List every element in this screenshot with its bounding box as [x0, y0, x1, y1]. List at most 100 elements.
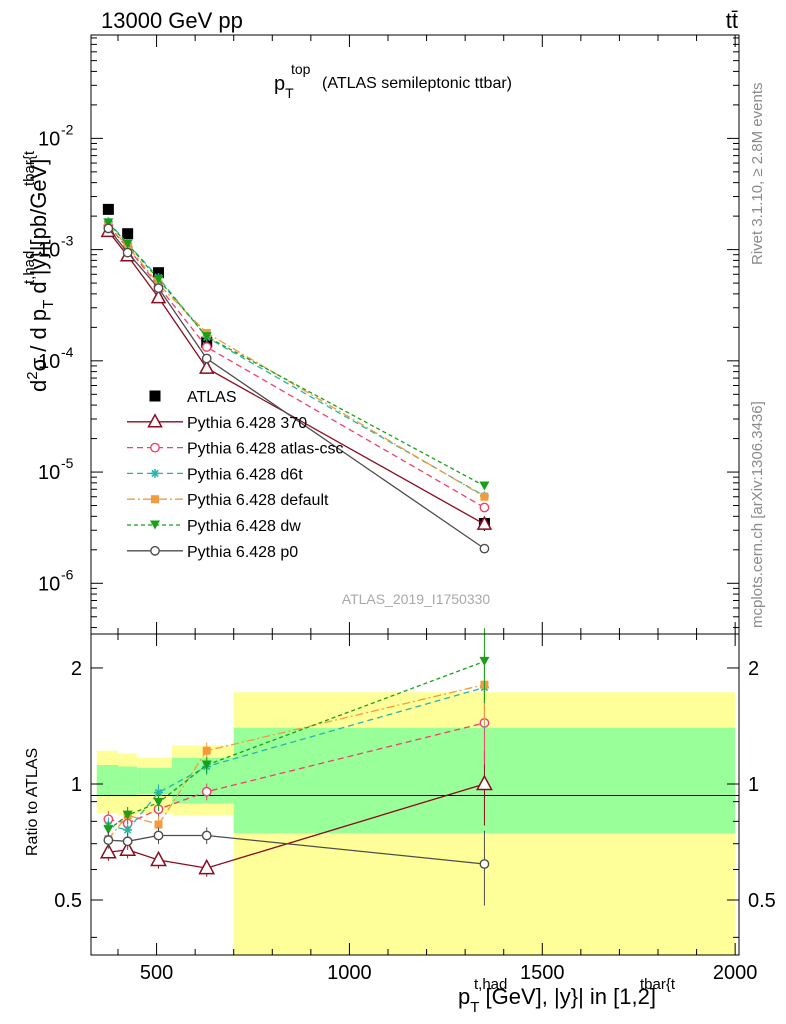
data-point — [150, 289, 167, 304]
series-pythia-6-428-d6t — [103, 217, 489, 501]
legend-item: Pythia 6.428 d6t — [127, 466, 303, 483]
ratio-line — [107, 684, 485, 840]
ratio-point — [99, 843, 117, 859]
ratio-series-pythia-6-428-dw — [103, 628, 490, 839]
legend-item: ATLAS — [149, 389, 237, 406]
ratio-point — [122, 836, 133, 847]
data-point — [153, 267, 164, 279]
svg-text:d2σ / d pT d |y}|[pb/GeV]: d2σ / d pT d |y}|[pb/GeV] — [24, 159, 57, 392]
ratio-series-pythia-6-428-370 — [99, 750, 493, 877]
x-tick-label: 1500 — [520, 962, 565, 984]
ratio-point — [201, 830, 212, 841]
ratio-y-tick-label: 1 — [71, 774, 82, 796]
ratio-y-tick-label: 0.5 — [54, 890, 82, 912]
main-y-tick-label: 10 — [38, 128, 60, 150]
data-point — [122, 239, 133, 249]
series-pythia-6-428-dw — [103, 218, 490, 491]
ratio-series-pythia-6-428-p0 — [103, 827, 490, 906]
inner-uncertainty-band — [137, 768, 172, 795]
data-point — [480, 492, 489, 501]
series-pythia-6-428-default — [104, 221, 489, 501]
ratio-plot-frame — [90, 633, 740, 956]
legend-marker — [151, 495, 159, 504]
ratio-series — [99, 628, 493, 906]
legend-label: ATLAS — [187, 389, 237, 406]
legend-marker — [150, 520, 160, 530]
svg-text:t,had: t,had — [21, 251, 38, 284]
ratio-point — [479, 656, 490, 666]
legend: ATLAS Pythia 6.428 370 Pythia 6.428 atlas-… — [127, 389, 344, 561]
ratio-point — [123, 825, 133, 835]
data-point — [102, 203, 114, 215]
legend-marker — [149, 390, 161, 402]
series-pythia-6-428-p0 — [103, 223, 490, 554]
ratio-point — [202, 746, 211, 755]
legend-marker — [150, 545, 160, 556]
series-line — [107, 225, 485, 509]
data-point — [479, 481, 490, 491]
main-series — [100, 203, 493, 554]
ratio-point — [198, 858, 216, 875]
ratio-y-tick-label-right: 2 — [748, 658, 759, 680]
data-point — [122, 228, 134, 240]
ratio-y-tick-label-right: 1 — [748, 774, 759, 796]
title-main: p — [274, 73, 285, 95]
legend-item: Pythia 6.428 dw — [127, 518, 301, 535]
ratio-y-tick-label-right: 0.5 — [748, 890, 776, 912]
x-axis-label: pT [GeV], |y}| in [1,2] t,had tbar{t — [458, 976, 676, 1016]
series-line — [107, 222, 485, 487]
ratio-point — [153, 830, 164, 841]
title-rest: (ATLAS semileptonic ttbar) — [322, 75, 512, 92]
main-tick-labels: 10-610-510-410-310-2 — [38, 121, 74, 595]
main-y-axis-label: d2σ / d pT d |y}|[pb/GeV] t,had tbar{t — [21, 150, 57, 392]
data-point — [479, 502, 490, 513]
legend-label: Pythia 6.428 atlas-csc — [187, 441, 344, 458]
svg-text:tbar{t: tbar{t — [640, 976, 676, 993]
ratio-point — [153, 798, 164, 808]
x-tick-label: 1000 — [327, 962, 372, 984]
data-point — [198, 359, 215, 374]
legend-marker — [150, 442, 160, 453]
data-point — [153, 283, 164, 294]
ratio-uncertainty-bands — [96, 692, 736, 955]
collision-label: 13000 GeV pp — [101, 8, 243, 33]
svg-text:tbar{t: tbar{t — [21, 150, 38, 186]
ratio-point — [479, 859, 490, 869]
ratio-point — [103, 835, 114, 846]
watermark: ATLAS_2019_I1750330 — [342, 591, 491, 607]
main-y-tick-exponent: -3 — [61, 233, 74, 249]
data-point — [103, 223, 114, 234]
legend-label: Pythia 6.428 d6t — [187, 466, 303, 483]
inner-uncertainty-band — [96, 765, 118, 797]
main-y-tick-exponent: -4 — [61, 344, 74, 360]
data-point — [103, 218, 114, 228]
legend-item: Pythia 6.428 p0 — [127, 544, 298, 561]
ratio-point — [154, 820, 163, 829]
ratio-point — [201, 786, 212, 797]
svg-text:pT [GeV], |y}| in [1,2]: pT [GeV], |y}| in [1,2] — [458, 984, 656, 1016]
ratio-panel: 0.5 0.5 1 1 2 2 500 1000 1500 2000 Ratio to ATLAS… — [24, 628, 776, 1016]
ratio-axis-ticks — [91, 634, 739, 955]
ratio-line — [108, 686, 485, 831]
main-axis-ticks — [91, 35, 739, 634]
legend-label: Pythia 6.428 p0 — [187, 544, 298, 561]
main-y-tick-label: 10 — [38, 240, 60, 262]
ratio-y-axis-label: Ratio to ATLAS — [24, 748, 41, 856]
main-y-tick-exponent: -2 — [61, 121, 74, 137]
rivet-version-label: Rivet 3.1.10, ≥ 2.8M events — [749, 83, 766, 266]
main-y-tick-exponent: -5 — [61, 455, 74, 471]
x-tick-label: 2000 — [713, 962, 758, 984]
process-label: tt̄ — [726, 8, 738, 33]
svg-text:t,had: t,had — [474, 976, 507, 993]
legend-item: Pythia 6.428 default — [127, 492, 329, 509]
legend-item: Pythia 6.428 atlas-csc — [127, 441, 344, 458]
mcplots-label: mcplots.cern.ch [arXiv:1306.3436] — [749, 401, 766, 628]
title-sub: T — [285, 85, 294, 101]
legend-label: Pythia 6.428 370 — [187, 415, 307, 432]
x-tick-label: 500 — [140, 962, 173, 984]
data-point — [201, 332, 212, 342]
main-panel: 10-610-510-410-310-2 ATLAS_2019_I1750330… — [21, 34, 740, 635]
ratio-point — [150, 850, 167, 867]
ratio-y-tick-label: 2 — [71, 658, 82, 680]
